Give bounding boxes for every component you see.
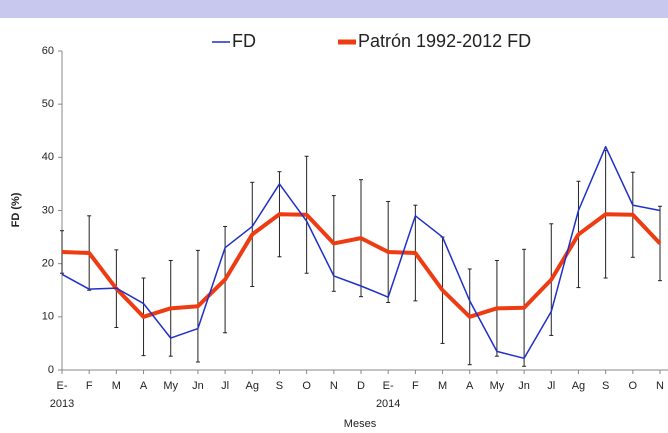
y-tick-label: 30 (42, 204, 54, 216)
header-band (0, 0, 668, 18)
y-tick-label: 10 (42, 311, 54, 323)
x-tick-label: My (490, 380, 505, 392)
x-tick-label: O (302, 380, 311, 392)
x-tick-label: F (86, 380, 93, 392)
x-tick-label: Jl (221, 380, 229, 392)
x-tick-label: S (276, 380, 283, 392)
x-tick-label: D (357, 380, 365, 392)
year-label: 2013 (50, 398, 74, 410)
legend-label: FD (232, 31, 256, 51)
x-tick-label: My (163, 380, 178, 392)
x-tick-label: N (656, 380, 664, 392)
y-tick-label: 40 (42, 151, 54, 163)
legend-label: Patrón 1992-2012 FD (358, 31, 531, 51)
x-tick-label: F (412, 380, 419, 392)
x-axis-label: Meses (344, 418, 377, 430)
x-tick-label: Ag (246, 380, 259, 392)
x-tick-label: O (629, 380, 638, 392)
y-axis-label: FD (%) (10, 192, 22, 227)
y-tick-label: 50 (42, 98, 54, 110)
x-tick-label: E- (383, 380, 394, 392)
x-tick-label: A (140, 380, 148, 392)
x-tick-label: Ag (572, 380, 585, 392)
y-tick-label: 60 (42, 45, 54, 57)
x-tick-label: M (438, 380, 447, 392)
series-line (61, 212, 662, 319)
x-tick-label: M (112, 380, 121, 392)
series-line (61, 145, 661, 360)
x-tick-label: A (466, 380, 474, 392)
year-label: 2014 (376, 398, 400, 410)
x-tick-label: S (602, 380, 609, 392)
y-tick-label: 20 (42, 258, 54, 270)
x-tick-label: Jn (518, 380, 530, 392)
x-tick-label: N (330, 380, 338, 392)
y-tick-label: 0 (48, 364, 54, 376)
x-tick-label: Jn (192, 380, 204, 392)
x-tick-label: Jl (547, 380, 555, 392)
x-tick-label: E- (57, 380, 68, 392)
